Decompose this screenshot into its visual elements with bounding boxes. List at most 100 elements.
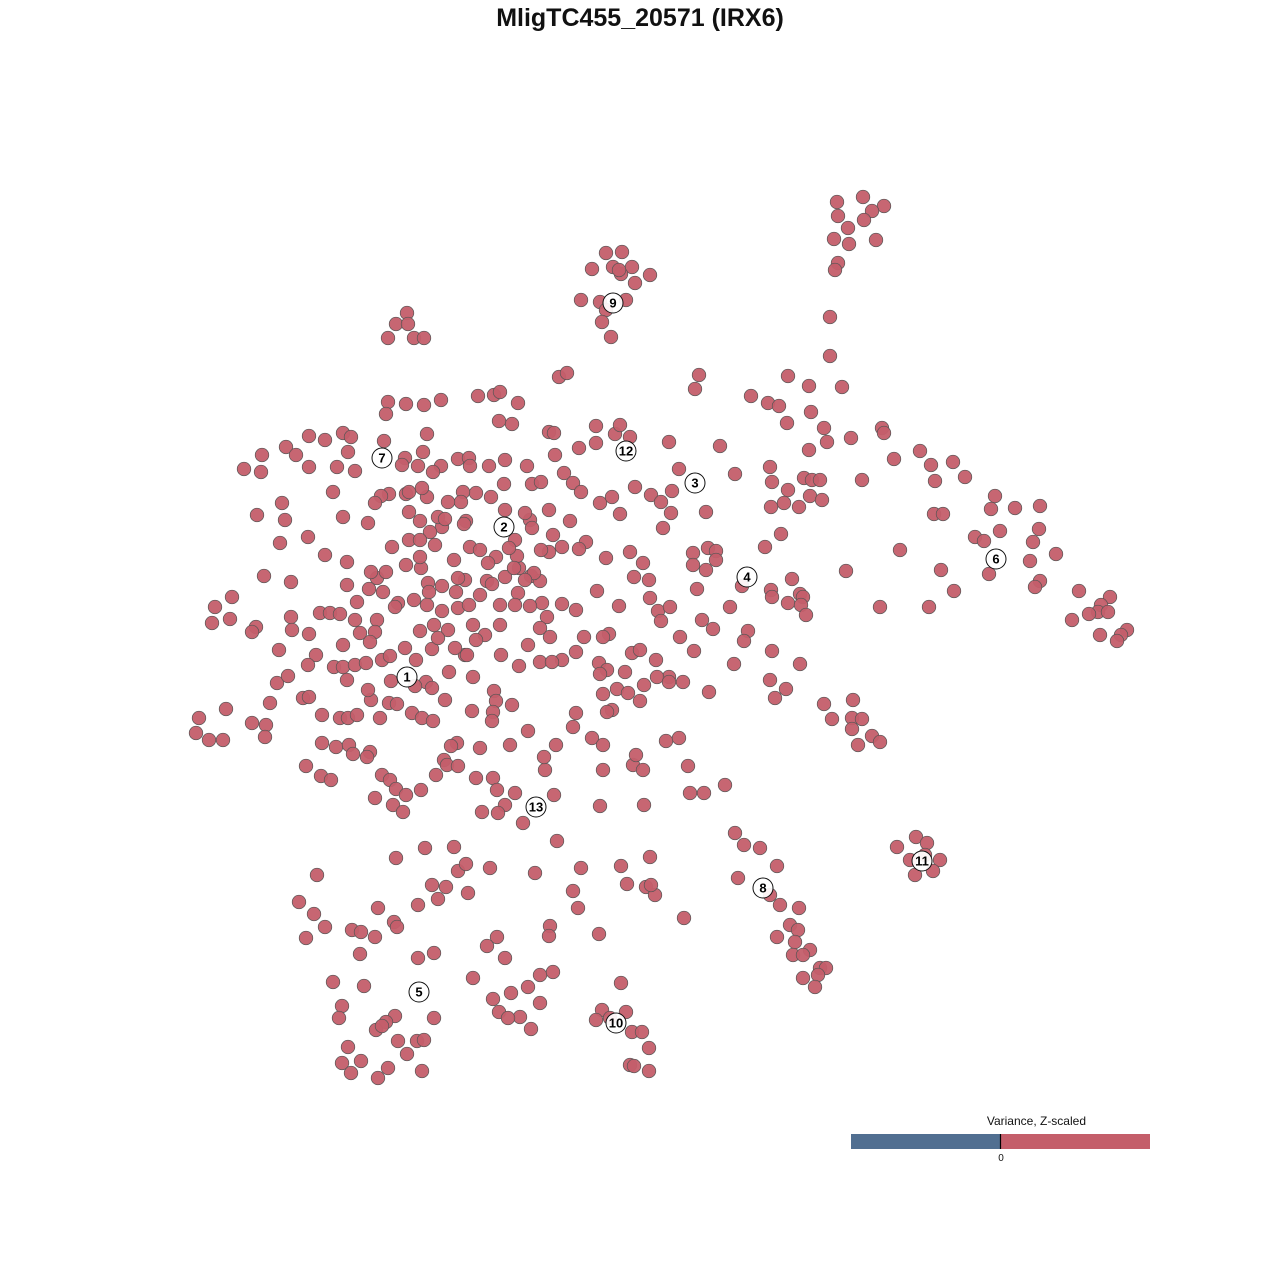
- cluster-label-5: 5: [408, 981, 430, 1003]
- data-point: [547, 447, 563, 463]
- data-point: [1102, 589, 1118, 605]
- data-point: [340, 1039, 356, 1055]
- data-point: [661, 434, 677, 450]
- data-point: [686, 643, 702, 659]
- data-point: [556, 465, 572, 481]
- data-point: [347, 463, 363, 479]
- data-point: [798, 607, 814, 623]
- data-point: [492, 384, 508, 400]
- data-point: [468, 485, 484, 501]
- data-point: [353, 924, 369, 940]
- data-point: [224, 589, 240, 605]
- data-point: [277, 512, 293, 528]
- data-point: [412, 623, 428, 639]
- data-point: [416, 1032, 432, 1048]
- data-point: [850, 737, 866, 753]
- data-point: [573, 484, 589, 500]
- data-point: [694, 612, 710, 628]
- data-point: [188, 725, 204, 741]
- data-point: [1092, 627, 1108, 643]
- cluster-label-13: 13: [525, 796, 547, 818]
- data-point: [301, 459, 317, 475]
- data-point: [353, 1053, 369, 1069]
- data-point: [374, 1018, 390, 1034]
- data-point: [519, 458, 535, 474]
- data-point: [886, 451, 902, 467]
- data-point: [801, 442, 817, 458]
- data-point: [258, 717, 274, 733]
- data-point: [764, 643, 780, 659]
- data-point: [288, 447, 304, 463]
- data-point: [416, 330, 432, 346]
- cluster-label-badge: [752, 877, 774, 899]
- data-point: [780, 368, 796, 384]
- data-point: [537, 762, 553, 778]
- data-point: [591, 926, 607, 942]
- cluster-label-badge: [493, 516, 515, 538]
- data-point: [480, 555, 496, 571]
- data-point: [698, 504, 714, 520]
- data-point: [485, 770, 501, 786]
- data-point: [271, 642, 287, 658]
- data-point: [565, 883, 581, 899]
- data-point: [283, 574, 299, 590]
- data-point: [764, 474, 780, 490]
- data-point: [802, 488, 818, 504]
- data-point: [300, 657, 316, 673]
- data-point: [634, 1024, 650, 1040]
- data-point: [641, 1040, 657, 1056]
- data-point: [541, 502, 557, 518]
- data-point: [592, 495, 608, 511]
- data-point: [764, 589, 780, 605]
- data-point: [410, 897, 426, 913]
- legend-title: Variance, Z-scaled: [851, 1114, 1151, 1128]
- data-point: [412, 513, 428, 529]
- data-point: [769, 858, 785, 874]
- data-point: [517, 505, 533, 521]
- data-point: [215, 732, 231, 748]
- legend-tick-label: 0: [998, 1153, 1004, 1164]
- data-point: [314, 707, 330, 723]
- cluster-label-text: 5: [415, 985, 422, 1000]
- data-point: [434, 578, 450, 594]
- data-point: [730, 870, 746, 886]
- data-point: [375, 584, 391, 600]
- cluster-label-badge: [605, 1012, 627, 1034]
- cluster-label-badge: [371, 447, 393, 469]
- data-point: [428, 767, 444, 783]
- data-point: [389, 696, 405, 712]
- data-point: [635, 555, 651, 571]
- data-point: [503, 985, 519, 1001]
- data-point: [570, 900, 586, 916]
- data-point: [736, 633, 752, 649]
- data-point: [468, 770, 484, 786]
- data-point: [779, 415, 795, 431]
- data-point: [280, 668, 296, 684]
- data-point: [301, 428, 317, 444]
- data-point: [413, 782, 429, 798]
- data-point: [343, 429, 359, 445]
- data-point: [661, 674, 677, 690]
- data-point: [447, 640, 463, 656]
- chart-title: MligTC455_20571 (IRX6): [496, 4, 784, 32]
- data-point: [838, 563, 854, 579]
- data-point: [520, 723, 536, 739]
- data-point: [419, 597, 435, 613]
- cluster-label-text: 6: [992, 552, 999, 567]
- data-point: [278, 439, 294, 455]
- cluster-label-2: 2: [493, 516, 515, 538]
- data-point: [380, 394, 396, 410]
- data-point: [204, 615, 220, 631]
- data-point: [829, 194, 845, 210]
- data-point: [655, 520, 671, 536]
- data-point: [395, 804, 411, 820]
- data-point: [727, 825, 743, 841]
- data-point: [369, 612, 385, 628]
- data-point: [696, 785, 712, 801]
- data-point: [443, 738, 459, 754]
- data-point: [584, 730, 600, 746]
- data-point: [632, 693, 648, 709]
- data-point: [422, 524, 438, 540]
- data-point: [908, 829, 924, 845]
- data-point: [430, 630, 446, 646]
